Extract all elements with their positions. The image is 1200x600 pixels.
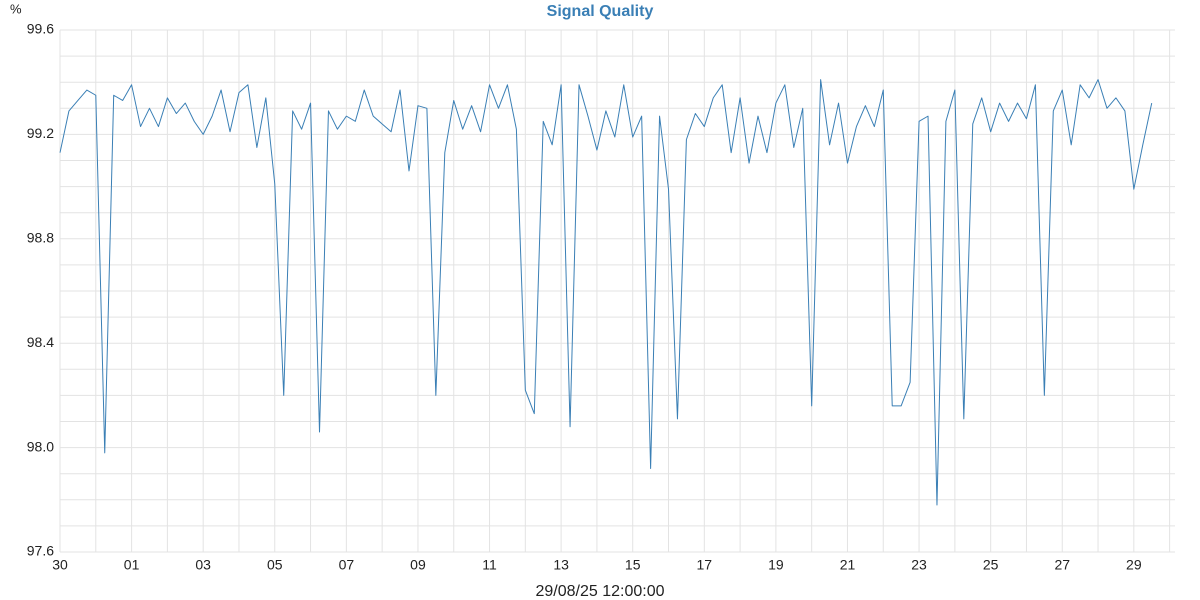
x-tick-label: 30 xyxy=(52,557,68,573)
y-tick-label: 98.4 xyxy=(27,334,54,350)
x-tick-label: 27 xyxy=(1054,557,1070,573)
y-tick-label: 99.2 xyxy=(27,125,54,141)
x-tick-label: 19 xyxy=(768,557,784,573)
x-tick-label: 23 xyxy=(911,557,927,573)
x-tick-label: 15 xyxy=(625,557,641,573)
x-tick-label: 07 xyxy=(339,557,355,573)
x-tick-label: 25 xyxy=(983,557,999,573)
y-tick-label: 98.0 xyxy=(27,438,54,454)
x-tick-label: 13 xyxy=(553,557,569,573)
x-tick-label: 29 xyxy=(1126,557,1142,573)
y-tick-label: 98.8 xyxy=(27,230,54,246)
x-tick-label: 03 xyxy=(195,557,211,573)
x-tick-label: 05 xyxy=(267,557,283,573)
y-tick-label: 99.6 xyxy=(27,21,54,37)
y-unit: % xyxy=(10,1,22,16)
x-tick-label: 09 xyxy=(410,557,426,573)
chart-title: Signal Quality xyxy=(547,3,654,20)
x-tick-label: 17 xyxy=(697,557,713,573)
y-tick-label: 97.6 xyxy=(27,543,54,559)
x-axis-label: 29/08/25 12:00:00 xyxy=(535,583,664,600)
x-tick-label: 11 xyxy=(482,557,497,573)
x-tick-label: 21 xyxy=(840,557,856,573)
x-tick-label: 01 xyxy=(124,557,140,573)
data-line xyxy=(59,79,1153,506)
